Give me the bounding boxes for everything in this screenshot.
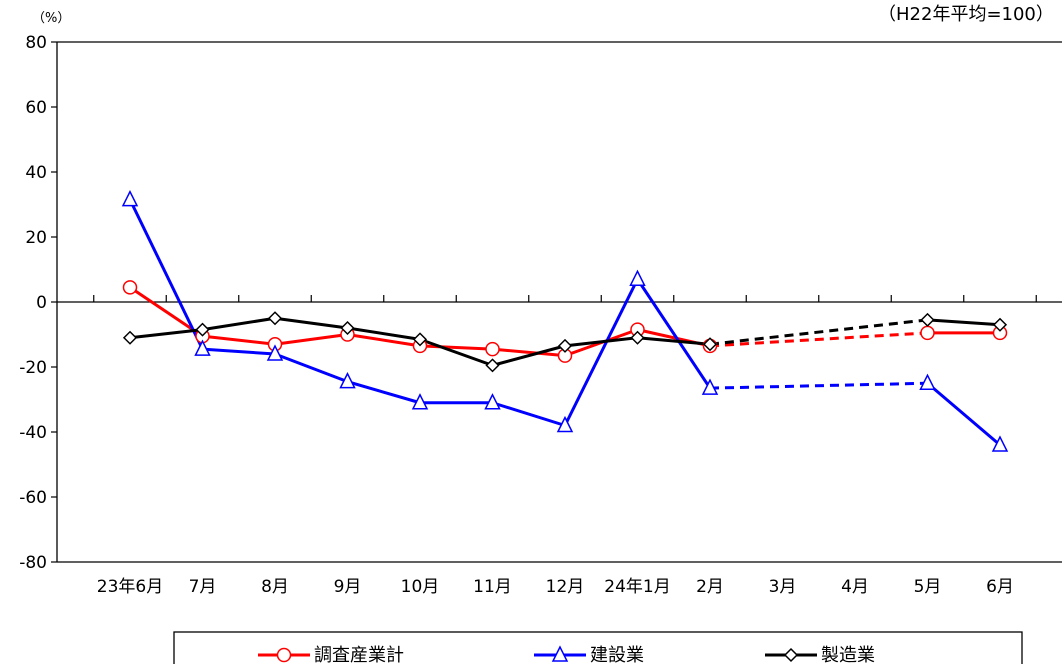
series-1-segment bbox=[563, 278, 639, 427]
series-1-point bbox=[629, 269, 646, 286]
series-0-segment bbox=[419, 344, 493, 351]
series-1-segment bbox=[274, 352, 349, 384]
x-tick-label: 8月 bbox=[261, 577, 289, 597]
series-2-point bbox=[195, 322, 210, 337]
series-1-segment bbox=[347, 380, 421, 405]
series-2-segment bbox=[637, 336, 711, 346]
series-2-segment bbox=[202, 316, 276, 332]
series-0-point bbox=[485, 341, 500, 357]
series-0-segment bbox=[202, 334, 276, 346]
y-tick-label: 80 bbox=[25, 33, 47, 53]
y-tick-label: -20 bbox=[19, 358, 47, 378]
x-tick-label: 11月 bbox=[473, 577, 512, 597]
series-0-segment bbox=[347, 333, 421, 348]
series-1-segment bbox=[926, 382, 1001, 447]
series-1-segment bbox=[636, 278, 712, 389]
legend-label: 建設業 bbox=[590, 645, 644, 664]
series-markers bbox=[121, 189, 1009, 452]
legend-swatch-marker bbox=[783, 647, 799, 663]
series-1-point bbox=[919, 373, 936, 390]
legend-label: 調査産業計 bbox=[314, 645, 404, 664]
axes: 80 60 40 20 0 -20 -40 -60 -80 23年6月 7月 8月 9月 10月 11月 12… bbox=[19, 33, 1062, 597]
x-tick-label: 24年1月 bbox=[604, 577, 670, 597]
series-2-segment bbox=[274, 316, 348, 330]
legend-swatch-marker bbox=[551, 645, 569, 662]
unit-label: （%） bbox=[32, 11, 70, 26]
series-1-point bbox=[701, 378, 719, 395]
series-1-point bbox=[484, 393, 501, 410]
series-2-point bbox=[122, 330, 138, 345]
series-2-point bbox=[412, 332, 428, 347]
series-2-segment bbox=[419, 337, 494, 367]
series-1-segment bbox=[492, 401, 566, 427]
legend-label: 製造業 bbox=[821, 645, 875, 664]
x-tick-label: 12月 bbox=[546, 577, 585, 597]
series-1-point bbox=[266, 344, 284, 361]
x-tick-label: 10月 bbox=[401, 577, 440, 597]
series-0-segment bbox=[274, 333, 348, 346]
legend-box bbox=[173, 631, 1023, 664]
series-1-segment bbox=[709, 381, 928, 390]
series-2-point bbox=[485, 358, 500, 373]
series-2-segment bbox=[927, 318, 1001, 327]
series-0-segment bbox=[492, 347, 566, 358]
series-1-point bbox=[194, 339, 211, 356]
series-0-point bbox=[122, 280, 138, 295]
y-tick-label: 40 bbox=[25, 163, 47, 183]
series-2-segment bbox=[564, 336, 638, 348]
series-0-segment bbox=[129, 286, 204, 338]
x-tick-label: 7月 bbox=[189, 577, 217, 597]
series-2-point bbox=[557, 338, 573, 353]
series-1-point bbox=[411, 393, 429, 410]
series-1-point bbox=[339, 371, 356, 389]
series-0-segment bbox=[709, 331, 928, 348]
series-1-point bbox=[556, 415, 574, 433]
y-tick-label: -80 bbox=[19, 553, 47, 573]
series-0-point bbox=[920, 325, 935, 341]
series-2-segment bbox=[129, 328, 203, 340]
x-tick-label: 3月 bbox=[769, 577, 797, 597]
y-tick-label: 20 bbox=[25, 228, 47, 248]
series-2-point bbox=[702, 337, 718, 352]
x-tick-label: 4月 bbox=[841, 577, 869, 597]
series-1-segment bbox=[128, 198, 204, 350]
series-2-point bbox=[340, 320, 355, 336]
x-tick-label: 6月 bbox=[986, 577, 1014, 597]
series-2-point bbox=[920, 312, 935, 327]
y-tick-label: 0 bbox=[36, 293, 47, 313]
legend-swatch-marker bbox=[276, 647, 292, 663]
series-2-segment bbox=[492, 344, 566, 367]
series-1-point bbox=[121, 189, 139, 207]
series-lines bbox=[128, 198, 1001, 447]
y-tick-label: 60 bbox=[25, 98, 47, 118]
series-2-segment bbox=[347, 326, 421, 341]
series-2-point bbox=[630, 330, 645, 345]
legend: 調査産業計 建設業 製造業 bbox=[173, 631, 1023, 664]
x-tick-label: 2月 bbox=[696, 577, 724, 597]
base-note: （H22年平均=100） bbox=[878, 4, 1054, 25]
series-2-point bbox=[992, 317, 1008, 332]
series-1-segment bbox=[202, 347, 276, 356]
x-tick-label: 23年6月 bbox=[97, 577, 163, 597]
x-tick-label: 9月 bbox=[334, 577, 362, 597]
series-1-point bbox=[991, 435, 1009, 452]
series-2-segment bbox=[709, 318, 928, 346]
y-tick-label: -40 bbox=[19, 423, 47, 443]
y-tick-label: -60 bbox=[19, 488, 47, 508]
x-tick-label: 5月 bbox=[914, 577, 942, 597]
series-2-point bbox=[267, 311, 283, 326]
